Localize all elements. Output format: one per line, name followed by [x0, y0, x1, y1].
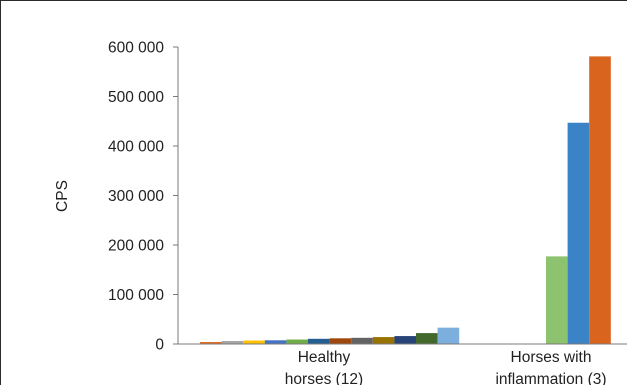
- bar: [243, 340, 265, 344]
- y-tick-label: 0: [155, 337, 164, 354]
- bar: [308, 338, 330, 344]
- bar: [372, 337, 395, 344]
- bar: [416, 333, 438, 344]
- category-label: inflammation (3): [495, 371, 606, 385]
- bar: [221, 341, 244, 344]
- bar: [567, 122, 590, 344]
- y-axis-title: CPS: [54, 180, 71, 212]
- category-labels: Healthy horses (12) Horses with inflammatio…: [285, 349, 607, 385]
- bar: [394, 336, 416, 344]
- bar: [437, 327, 460, 344]
- bar: [546, 256, 568, 344]
- bar: [351, 337, 373, 344]
- y-tick-label: 200 000: [108, 238, 164, 255]
- bar: [589, 56, 611, 344]
- y-tick-label: 100 000: [108, 287, 164, 304]
- category-label: Healthy: [298, 349, 351, 366]
- y-tick-label: 600 000: [108, 40, 164, 57]
- y-axis-ticks: 0 100 000 200 000 300 000 400 000 500 000 600 …: [108, 40, 178, 354]
- category-label: Horses with: [511, 349, 592, 366]
- bar: [264, 340, 287, 344]
- bars: [200, 56, 611, 344]
- y-tick-label: 500 000: [108, 89, 164, 106]
- y-tick-label: 400 000: [108, 139, 164, 156]
- category-label: horses (12): [285, 371, 363, 385]
- bar: [286, 339, 308, 344]
- y-tick-label: 300 000: [108, 188, 164, 205]
- bar: [200, 342, 222, 344]
- bar: [329, 338, 352, 344]
